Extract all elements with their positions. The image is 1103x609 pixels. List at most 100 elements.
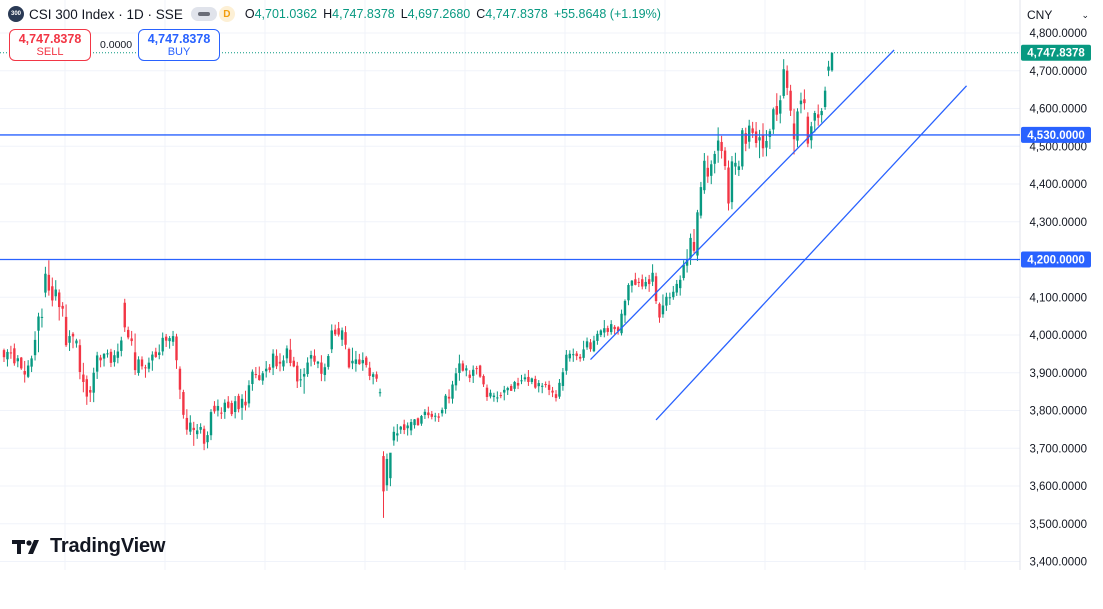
candle-body <box>371 374 375 377</box>
candle-body <box>713 153 716 164</box>
candle-body <box>178 368 182 390</box>
candle-body <box>254 374 258 376</box>
candle-body <box>692 241 696 251</box>
candle-body <box>233 401 237 413</box>
candle-body <box>689 237 692 259</box>
candle-body <box>734 162 737 167</box>
candle-body <box>171 336 175 342</box>
candle-body <box>147 362 151 369</box>
candle-body <box>696 212 699 256</box>
price-tick-label: 3,800.0000 <box>1029 406 1087 418</box>
candle-body <box>47 274 51 291</box>
eye-toggle-icon[interactable] <box>190 7 217 21</box>
candle-body <box>258 375 261 381</box>
sell-price: 4,747.8378 <box>18 32 82 46</box>
candle-body <box>799 100 803 105</box>
ohlc-low: L4,697.2680 <box>400 7 471 21</box>
candle-body <box>168 338 171 342</box>
candle-body <box>478 365 482 377</box>
candle-body <box>454 373 458 386</box>
candle-body <box>16 358 19 362</box>
tradingview-watermark[interactable]: TradingView <box>12 535 165 558</box>
candle-body <box>26 365 30 377</box>
candle-body <box>665 296 668 306</box>
symbol-logo[interactable]: 300 <box>8 6 24 22</box>
candle-body <box>575 353 578 357</box>
tradingview-logo-icon <box>12 539 39 554</box>
last-price-label: 4,747.8378 <box>1027 48 1085 60</box>
candle-body <box>282 360 285 367</box>
currency-select[interactable]: CNY ⌄ <box>1021 5 1093 25</box>
candle-body <box>337 328 340 335</box>
candle-body <box>344 332 347 345</box>
candle-body <box>789 90 792 111</box>
candle-body <box>475 368 478 370</box>
candle-body <box>58 292 61 308</box>
candle-body <box>779 100 782 114</box>
candle-body <box>679 279 682 289</box>
candle-body <box>299 379 302 381</box>
buy-button[interactable]: 4,747.8378 BUY <box>138 29 220 61</box>
candle-body <box>275 355 278 367</box>
candle-body <box>523 377 527 380</box>
candle-body <box>399 426 402 430</box>
candle-body <box>782 69 785 96</box>
candle-body <box>527 376 530 382</box>
candle-body <box>685 259 689 266</box>
candle-body <box>9 352 13 354</box>
chevron-down-icon: ⌄ <box>1081 9 1089 20</box>
candle-body <box>403 424 406 430</box>
candle-body <box>461 363 465 371</box>
drawings[interactable] <box>0 49 1020 421</box>
candle-body <box>599 330 603 336</box>
candle-body <box>817 114 820 118</box>
candle-body <box>216 405 220 411</box>
candle-body <box>351 360 354 364</box>
candle-body <box>358 359 361 365</box>
candle-body <box>647 279 651 285</box>
sell-button[interactable]: 4,747.8378 SELL <box>9 29 91 61</box>
candle-body <box>13 348 16 364</box>
candle-body <box>2 350 6 358</box>
candle-body <box>251 371 254 385</box>
buy-price: 4,747.8378 <box>147 32 211 46</box>
candle-body <box>430 413 433 417</box>
candle-body <box>668 297 672 299</box>
candle-body <box>309 355 313 359</box>
candle-body <box>489 392 492 397</box>
candle-body <box>451 384 454 399</box>
symbol-title[interactable]: CSI 300 Index · 1D · SSE <box>29 6 183 22</box>
candle-body <box>492 395 496 398</box>
candle-body <box>496 397 499 399</box>
price-tick-label: 4,400.0000 <box>1029 179 1087 191</box>
candle-body <box>823 90 827 107</box>
candle-body <box>706 167 709 177</box>
candle-body <box>458 363 461 373</box>
price-axis[interactable]: 4,800.0000 4,700.0000 4,600.0000 4,500.0000… <box>1029 28 1087 569</box>
candle-body <box>820 111 823 116</box>
candle-body <box>416 418 420 426</box>
candle-body <box>772 109 775 130</box>
candle-body <box>620 313 623 334</box>
candle-body <box>741 130 744 167</box>
candle-body <box>361 360 364 364</box>
candle-body <box>654 276 658 302</box>
price-change: +55.8648 (+1.19%) <box>553 7 661 21</box>
candle-body <box>568 353 571 359</box>
interval-badge[interactable]: D <box>218 6 235 22</box>
candle-body <box>6 351 9 360</box>
candle-body <box>578 356 582 359</box>
candle-body <box>164 336 168 341</box>
candle-body <box>127 329 130 338</box>
candle-body <box>420 416 423 424</box>
candle-body <box>133 352 137 371</box>
symbol-header: 300 CSI 300 Index · 1D · SSE D O4,701.03… <box>8 4 661 24</box>
candle-body <box>116 351 120 358</box>
candle-body <box>509 386 513 391</box>
candle-body <box>616 327 620 332</box>
candle-body <box>437 416 440 418</box>
candle-body <box>330 330 333 350</box>
candle-body <box>641 279 644 287</box>
candle-body <box>389 452 392 479</box>
